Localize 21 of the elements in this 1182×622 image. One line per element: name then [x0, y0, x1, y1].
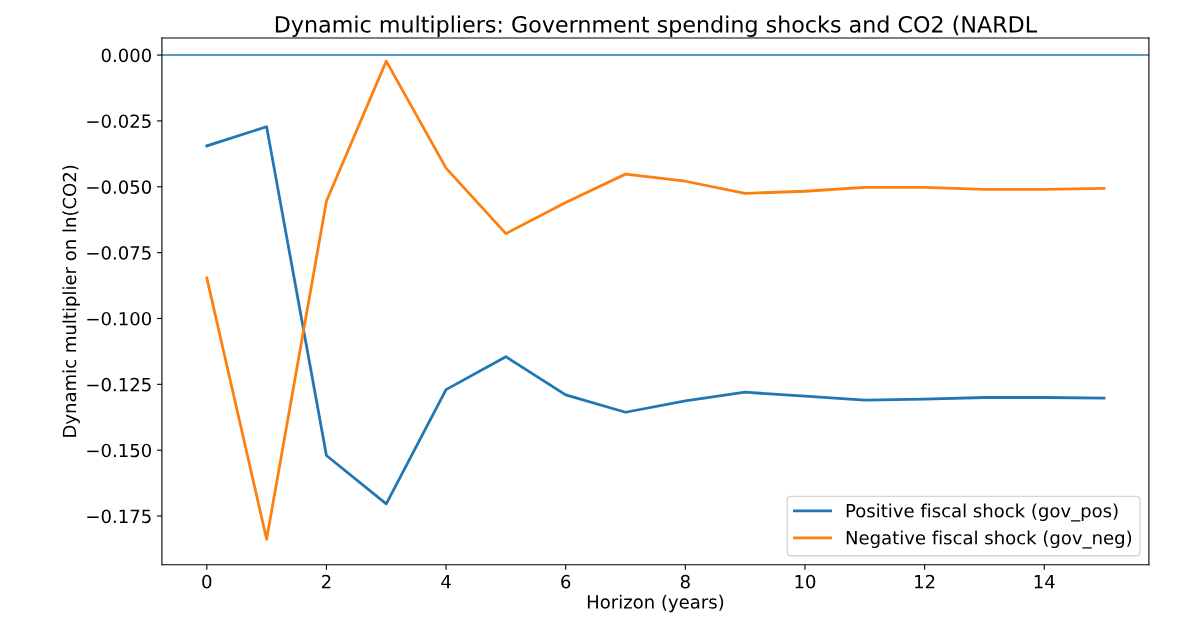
- y-tick-label: −0.075: [87, 246, 151, 260]
- x-tick-label: 10: [795, 574, 816, 589]
- y-tick-label: −0.100: [87, 311, 152, 326]
- x-tick-label: 4: [441, 575, 451, 589]
- chart-title: Dynamic multipliers: Government spending shocks and CO2 (NARDL: [275, 15, 1037, 38]
- x-tick-label: 0: [202, 574, 212, 589]
- x-tick-label: 8: [680, 574, 690, 589]
- x-tick-label: 6: [561, 574, 571, 589]
- y-tick-label: −0.125: [87, 377, 151, 392]
- y-tick-label: −0.175: [87, 509, 151, 524]
- y-tick-label: −0.025: [87, 114, 151, 129]
- y-tick-label: 0.000: [101, 48, 152, 63]
- y-tick-label: −0.050: [87, 180, 152, 194]
- x-axis-title: Horizon (years): [587, 594, 724, 613]
- x-tick-label: 12: [915, 574, 935, 589]
- y-tick-label: −0.150: [87, 443, 152, 458]
- legend-label: Negative fiscal shock (gov_neg): [846, 530, 1132, 549]
- x-tick-label: 2: [322, 574, 331, 589]
- legend-label: Positive fiscal shock (gov_pos): [846, 503, 1118, 522]
- y-axis-title: Dynamic multiplier on ln(CO2): [62, 165, 80, 437]
- x-tick-label: 14: [1034, 575, 1055, 589]
